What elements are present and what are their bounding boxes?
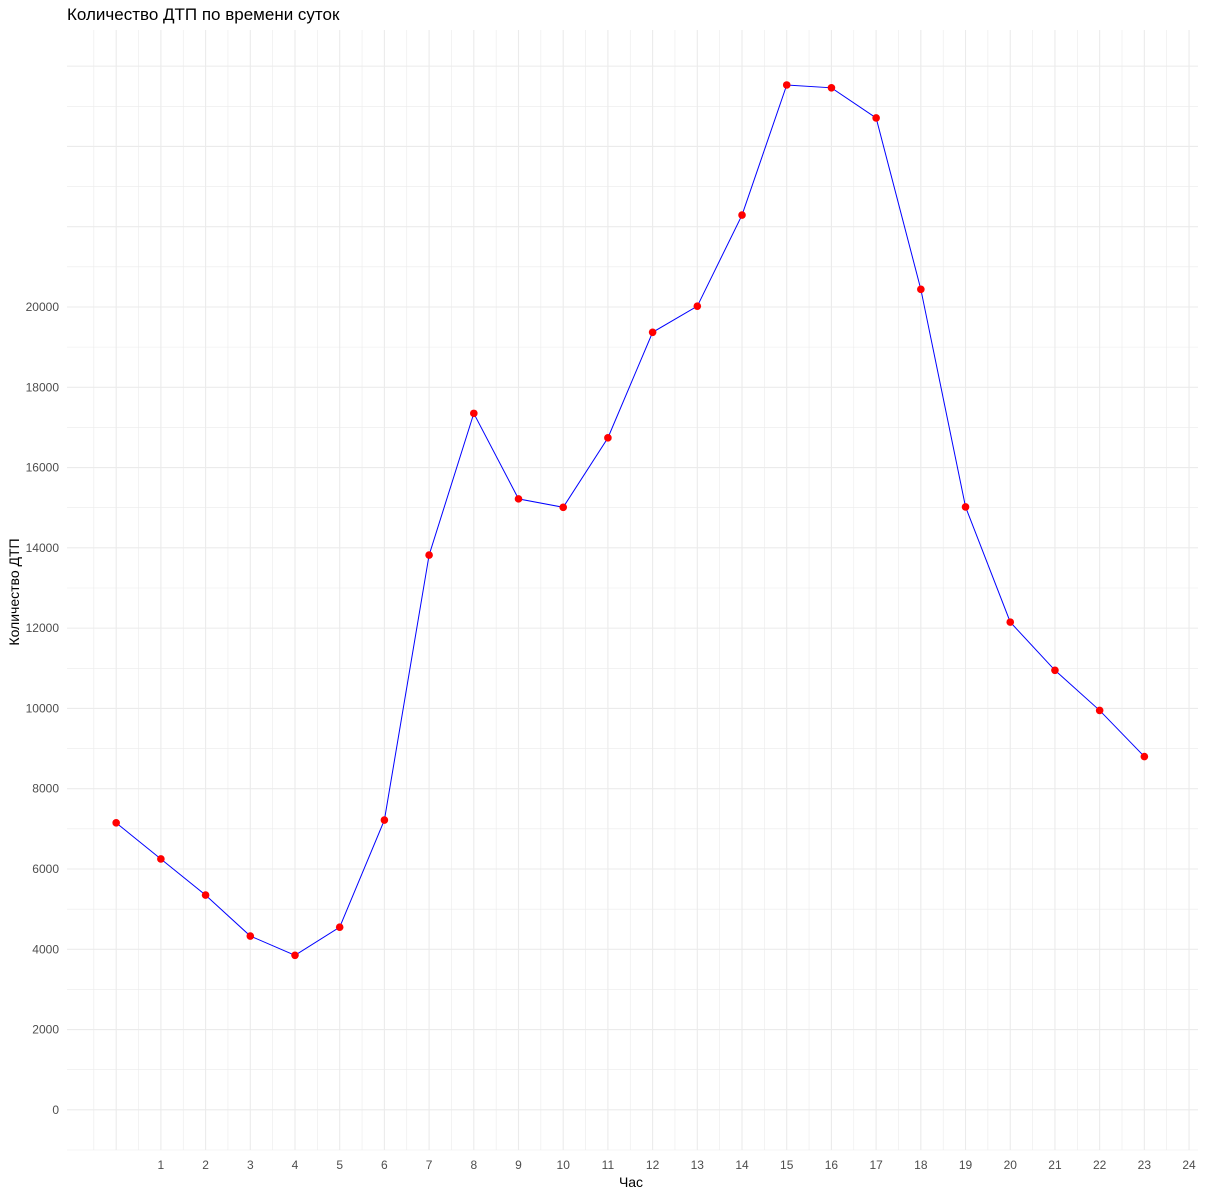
data-point xyxy=(1095,706,1104,715)
data-point xyxy=(335,923,344,932)
data-point xyxy=(157,855,165,863)
x-tick-label: 19 xyxy=(959,1158,973,1172)
data-point xyxy=(827,84,836,92)
data-point xyxy=(380,816,389,824)
data-point xyxy=(291,951,299,960)
data-point xyxy=(1006,618,1015,626)
data-point xyxy=(1051,666,1059,675)
y-tick-label: 6000 xyxy=(32,862,59,876)
y-tick-label: 10000 xyxy=(26,701,60,715)
y-tick-label: 0 xyxy=(52,1103,59,1117)
x-tick-label: 8 xyxy=(470,1158,477,1172)
data-point xyxy=(112,819,120,827)
y-tick-label: 20000 xyxy=(26,300,60,314)
x-tick-label: 17 xyxy=(869,1158,883,1172)
data-point xyxy=(1140,752,1149,761)
y-tick-label: 4000 xyxy=(32,942,59,956)
x-tick-label: 15 xyxy=(780,1158,794,1172)
x-tick-label: 5 xyxy=(336,1158,343,1172)
data-point xyxy=(693,302,702,310)
y-tick-label: 2000 xyxy=(32,1023,59,1037)
x-tick-label: 2 xyxy=(202,1158,209,1172)
x-tick-label: 22 xyxy=(1093,1158,1107,1172)
y-tick-label: 18000 xyxy=(26,380,60,394)
data-point xyxy=(201,891,210,899)
x-tick-label: 3 xyxy=(247,1158,254,1172)
x-tick-label: 20 xyxy=(1004,1158,1018,1172)
x-tick-label: 16 xyxy=(825,1158,839,1172)
y-tick-label: 12000 xyxy=(26,621,60,635)
y-tick-label: 16000 xyxy=(26,461,60,475)
y-tick-label: 8000 xyxy=(32,782,59,796)
grid-minor-x xyxy=(93,30,1168,1150)
data-point xyxy=(246,932,255,940)
x-tick-label: 23 xyxy=(1138,1158,1152,1172)
series-line-group xyxy=(115,84,1145,956)
data-point xyxy=(961,503,970,511)
x-tick-label: 21 xyxy=(1048,1158,1062,1172)
x-tick-label: 18 xyxy=(914,1158,928,1172)
grid-minor-y xyxy=(67,105,1198,1151)
x-tick-label: 10 xyxy=(557,1158,571,1172)
y-axis-title: Количество ДТП xyxy=(6,538,22,645)
x-tick-label: 11 xyxy=(602,1158,615,1172)
x-tick-label: 1 xyxy=(158,1158,165,1172)
x-tick-label: 24 xyxy=(1182,1158,1196,1172)
data-point xyxy=(514,495,523,503)
series-points xyxy=(112,81,1149,960)
data-point xyxy=(917,285,925,294)
data-point xyxy=(872,114,880,122)
chart-title: Количество ДТП по времени суток xyxy=(67,5,340,24)
data-point xyxy=(470,409,478,418)
series-line xyxy=(115,84,1145,956)
x-tick-label: 13 xyxy=(691,1158,705,1172)
x-tick-label: 14 xyxy=(735,1158,749,1172)
x-tick-label: 9 xyxy=(515,1158,522,1172)
data-point xyxy=(738,211,746,219)
data-point xyxy=(782,81,791,89)
x-tick-label: 4 xyxy=(292,1158,299,1172)
x-tick-label: 12 xyxy=(646,1158,660,1172)
x-tick-labels: 1 2 3 4 5 6 7 8 9 10 11 12 13 14 15 16 17 18 19 20 21 22 23 24 xyxy=(158,1158,1197,1172)
x-tick-label: 7 xyxy=(426,1158,433,1172)
y-tick-label: 14000 xyxy=(26,541,60,555)
grid-major-x xyxy=(115,30,1190,1150)
grid-major-y xyxy=(67,65,1198,1111)
data-point xyxy=(559,503,568,512)
y-tick-labels: 0 2000 4000 6000 8000 10000 12000 14000 16000 180… xyxy=(26,300,60,1117)
data-point xyxy=(648,328,657,337)
x-axis-title: Час xyxy=(619,1174,643,1190)
x-tick-label: 6 xyxy=(381,1158,388,1172)
data-point xyxy=(425,551,433,559)
data-point xyxy=(604,434,612,442)
